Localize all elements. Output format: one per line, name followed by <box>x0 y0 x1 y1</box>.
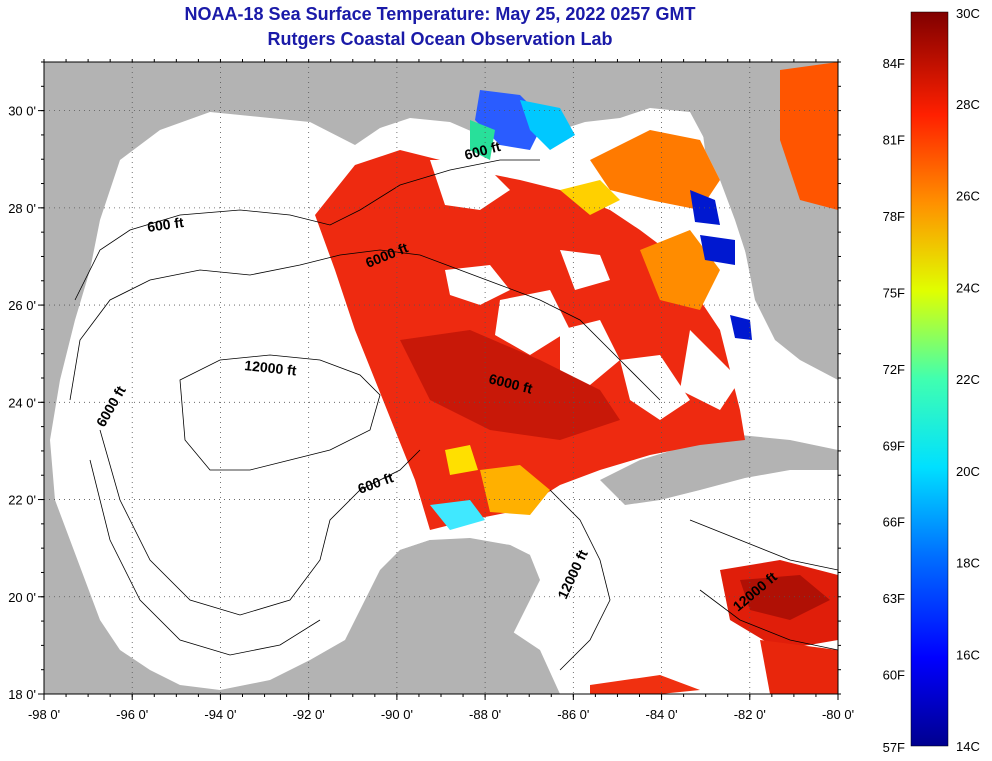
contour-label: 600 ft <box>146 214 185 235</box>
colorbar-f-label: 72F <box>883 362 905 377</box>
lon-tick-label: -96 0' <box>116 707 148 722</box>
colorbar-f-label: 69F <box>883 438 905 453</box>
contour-6000ft-line <box>69 249 661 401</box>
colorbar-f-label: 66F <box>883 515 905 530</box>
bathymetry-contours <box>69 159 838 671</box>
lon-tick-label: -94 0' <box>204 707 236 722</box>
lon-tick-label: -98 0' <box>28 707 60 722</box>
colorbar-c-label: 30C <box>956 6 980 21</box>
lon-tick-label: -80 0' <box>822 707 854 722</box>
lat-tick-label: 18 0' <box>8 687 36 702</box>
colorbar-c-label: 18C <box>956 556 980 571</box>
lat-tick-label: 22 0' <box>8 493 36 508</box>
colorbar-c-label: 28C <box>956 97 980 112</box>
lon-tick-label: -92 0' <box>293 707 325 722</box>
lon-tick-label: -88 0' <box>469 707 501 722</box>
contour-600ft-line <box>74 159 540 301</box>
lon-tick-label: -90 0' <box>381 707 413 722</box>
colorbar-c-label: 24C <box>956 280 980 295</box>
lat-tick-label: 30 0' <box>8 104 36 119</box>
colorbar-c-label: 16C <box>956 647 980 662</box>
colorbar-f-label: 81F <box>883 132 905 147</box>
colorbar-f-label: 63F <box>883 591 905 606</box>
colorbar-c-label: 22C <box>956 372 980 387</box>
lon-tick-label: -86 0' <box>557 707 589 722</box>
colorbar-celsius-labels: 30C 28C 26C 24C 22C 20C 18C 16C 14C <box>956 6 980 754</box>
lat-tick-label: 28 0' <box>8 201 36 216</box>
contour-12000ft-line <box>179 354 381 471</box>
axis-ticks <box>38 59 841 700</box>
lon-tick-label: -84 0' <box>645 707 677 722</box>
colorbar-f-label: 84F <box>883 56 905 71</box>
lat-tick-label: 24 0' <box>8 395 36 410</box>
colorbar-c-label: 20C <box>956 464 980 479</box>
longitude-labels: -98 0' -96 0' -94 0' -92 0' -90 0' -88 0' -86 … <box>28 707 854 722</box>
contour-label: 12000 ft <box>244 357 298 378</box>
lon-tick-label: -82 0' <box>734 707 766 722</box>
map-title: NOAA-18 Sea Surface Temperature: May 25,… <box>184 4 696 24</box>
map-subtitle: Rutgers Coastal Ocean Observation Lab <box>267 29 613 49</box>
lat-tick-label: 20 0' <box>8 590 36 605</box>
colorbar-f-label: 60F <box>883 668 905 683</box>
colorbar-c-label: 26C <box>956 189 980 204</box>
sst-swath <box>315 62 838 694</box>
latitude-labels: 30 0' 28 0' 26 0' 24 0' 22 0' 20 0' 18 0' <box>8 104 36 702</box>
colorbar-f-label: 78F <box>883 209 905 224</box>
colorbar <box>910 11 949 747</box>
cuba-land <box>600 435 838 505</box>
colorbar-fahrenheit-labels: 84F 81F 78F 75F 72F 69F 66F 63F 60F 57F <box>883 56 905 755</box>
lat-tick-label: 26 0' <box>8 298 36 313</box>
colorbar-f-label: 57F <box>883 740 905 755</box>
colorbar-c-label: 14C <box>956 739 980 754</box>
colorbar-f-label: 75F <box>883 285 905 300</box>
